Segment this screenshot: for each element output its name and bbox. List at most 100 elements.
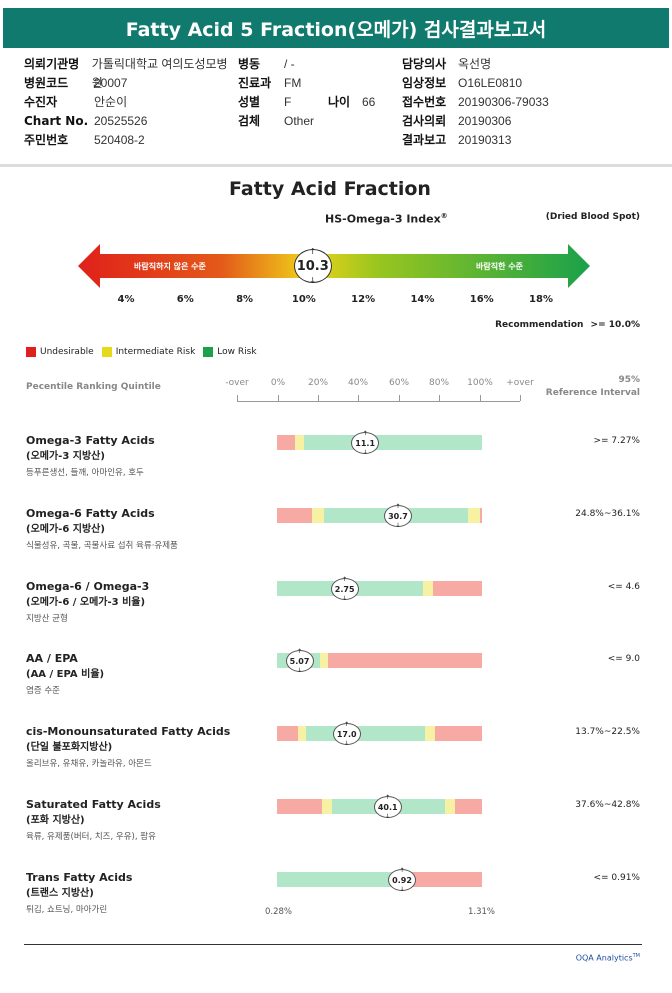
fatty-acid-name: Saturated Fatty Acids bbox=[26, 798, 161, 811]
fatty-acid-reference: >= 7.27% bbox=[593, 436, 640, 446]
range-segment-yellow bbox=[297, 726, 306, 741]
fatty-acid-value: 5.07 bbox=[289, 656, 310, 666]
fatty-acid-value: 17.0 bbox=[336, 729, 357, 739]
trans-range-max: 1.31% bbox=[468, 907, 496, 917]
info-value: / - bbox=[284, 57, 295, 71]
info-key: 진료과 bbox=[238, 76, 272, 90]
recommendation-value: >= 10.0% bbox=[590, 320, 640, 330]
percentile-tick-mark bbox=[358, 395, 359, 401]
info-row: 임상정보 O16LE0810 bbox=[402, 74, 652, 93]
omega3-index-gauge: 바람직하지 않은 수준 바람직한 수준 10.3 bbox=[78, 242, 590, 290]
range-segment-green bbox=[303, 435, 482, 450]
percentile-tick-mark bbox=[439, 395, 440, 401]
fatty-acid-reference: 37.6%~42.8% bbox=[575, 800, 640, 810]
fatty-acid-value: 11.1 bbox=[355, 438, 376, 448]
fatty-acid-sources: 지방산 균형 bbox=[26, 614, 68, 624]
gauge-value: 10.3 bbox=[296, 258, 329, 274]
fatty-acid-range-bar bbox=[277, 872, 482, 887]
info-value: 옥선명 bbox=[458, 57, 492, 71]
fatty-acid-row: Omega-6 Fatty Acids (오메가-6 지방산) 식물성유, 곡물, … bbox=[0, 503, 672, 566]
range-segment-green bbox=[277, 872, 392, 887]
info-value: 안순이 bbox=[94, 95, 128, 109]
fatty-acid-korean-name: (단일 불포화지방산) bbox=[26, 742, 113, 753]
info-key: 임상정보 bbox=[402, 76, 447, 90]
percentile-tick-mark bbox=[237, 395, 238, 401]
report-title-bar: Fatty Acid 5 Fraction(오메가) 검사결과보고서 bbox=[3, 8, 669, 48]
info-row: Chart No. 20525526 bbox=[24, 112, 234, 131]
gauge-tick-label: 16% bbox=[469, 294, 494, 305]
range-segment-red bbox=[455, 799, 482, 814]
fatty-acid-korean-name: (오메가-6 지방산) bbox=[26, 524, 105, 535]
fatty-acid-range-bar bbox=[277, 508, 482, 523]
info-key: 결과보고 bbox=[402, 133, 447, 147]
percentile-tick-mark bbox=[399, 395, 400, 401]
section-divider bbox=[0, 164, 672, 167]
info-row: 성별 F bbox=[238, 93, 388, 112]
fatty-acid-korean-name: (AA / EPA 비율) bbox=[26, 669, 105, 680]
info-value: 20525526 bbox=[94, 114, 148, 128]
fatty-acid-row: AA / EPA (AA / EPA 비율) 염증 수준 5.07 <= 9.0 bbox=[0, 648, 672, 711]
percentile-tick-label: -over bbox=[225, 378, 249, 388]
gauge-tick-label: 4% bbox=[117, 294, 135, 305]
info-value: 520408-2 bbox=[94, 133, 145, 147]
patient-age: 나이 66 bbox=[328, 93, 388, 112]
legend-swatch bbox=[203, 347, 214, 357]
fatty-acid-korean-name: (오메가-3 지방산) bbox=[26, 451, 105, 462]
fatty-acid-row: Omega-3 Fatty Acids (오메가-3 지방산) 등푸른생선, 들깨,… bbox=[0, 430, 672, 493]
info-row: 진료과 FM bbox=[238, 74, 388, 93]
range-segment-yellow bbox=[422, 581, 433, 596]
range-segment-yellow bbox=[322, 799, 333, 814]
info-row: 결과보고 20190313 bbox=[402, 131, 652, 150]
range-segment-yellow bbox=[320, 653, 329, 668]
info-key: Chart No. bbox=[24, 114, 89, 128]
gauge-tick-label: 8% bbox=[236, 294, 254, 305]
gauge-arrow bbox=[78, 244, 590, 288]
range-segment-red bbox=[277, 508, 312, 523]
info-key: 검사의뢰 bbox=[402, 114, 447, 128]
info-key: 의뢰기관명 bbox=[24, 57, 80, 71]
info-value: FM bbox=[284, 76, 302, 90]
reference-interval-header: 95% Reference Interval bbox=[546, 374, 640, 400]
fatty-acid-reference: <= 0.91% bbox=[593, 873, 640, 883]
percentile-axis bbox=[237, 395, 521, 402]
recommendation-label: Recommendation bbox=[495, 320, 584, 330]
info-key: 담당의사 bbox=[402, 57, 447, 71]
recommendation: Recommendation >= 10.0% bbox=[495, 320, 640, 330]
index-title: HS-Omega-3 Index® bbox=[325, 212, 448, 226]
range-segment-red bbox=[277, 726, 298, 741]
report-title: Fatty Acid 5 Fraction(오메가) 검사결과보고서 bbox=[125, 18, 547, 41]
fatty-acid-row: cis-Monounsaturated Fatty Acids (단일 불포화지방… bbox=[0, 721, 672, 784]
info-value: F bbox=[284, 95, 292, 109]
percentile-tick-mark bbox=[318, 395, 319, 401]
info-value: 20007 bbox=[94, 76, 128, 90]
fatty-acid-value-marker: 17.0 bbox=[332, 721, 361, 747]
gauge-left-label: 바람직하지 않은 수준 bbox=[134, 262, 206, 271]
percentile-tick-mark bbox=[480, 395, 481, 401]
fatty-acid-korean-name: (트랜스 지방산) bbox=[26, 888, 94, 899]
range-segment-red bbox=[434, 726, 482, 741]
fatty-acid-value: 40.1 bbox=[377, 802, 398, 812]
gauge-tick-label: 18% bbox=[529, 294, 553, 305]
fatty-acid-name: Omega-3 Fatty Acids bbox=[26, 434, 155, 447]
fatty-acid-value-marker: 11.1 bbox=[351, 430, 380, 456]
fatty-acid-name: AA / EPA bbox=[26, 652, 78, 665]
fatty-acid-row: Saturated Fatty Acids (포화 지방산) 육류, 유제품(버터,… bbox=[0, 794, 672, 857]
gauge-tick-label: 6% bbox=[176, 294, 194, 305]
info-row: 의뢰기관명 가톨릭대학교 여의도성모병원 bbox=[24, 55, 234, 90]
info-key: 수진자 bbox=[24, 95, 58, 109]
range-segment-red bbox=[277, 435, 296, 450]
info-row: 병동 / - bbox=[238, 55, 388, 74]
fatty-acid-value-marker: 40.1 bbox=[373, 794, 402, 820]
range-segment-green bbox=[305, 726, 425, 741]
fatty-acid-name: Omega-6 Fatty Acids bbox=[26, 507, 155, 520]
legend-item: Low Risk bbox=[203, 347, 257, 357]
percentile-tick-mark bbox=[520, 395, 521, 401]
specimen-label: (Dried Blood Spot) bbox=[545, 212, 640, 222]
range-segment-red bbox=[277, 799, 323, 814]
percentile-tick-label: 60% bbox=[388, 378, 410, 388]
info-row: 접수번호 20190306-79033 bbox=[402, 93, 652, 112]
index-title-text: HS-Omega-3 Index bbox=[325, 212, 441, 226]
legend-label: Low Risk bbox=[217, 347, 257, 357]
age-key: 나이 bbox=[328, 95, 351, 109]
fatty-acid-range-bar bbox=[277, 435, 482, 450]
